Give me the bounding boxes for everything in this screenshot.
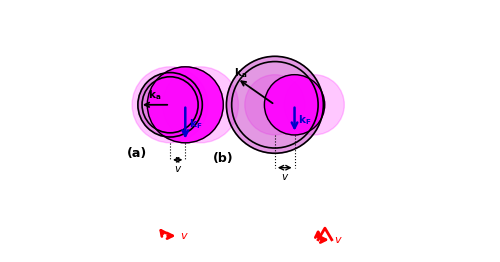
Text: $\mathbf{k_F}$: $\mathbf{k_F}$ (188, 117, 202, 131)
Text: $v$: $v$ (334, 235, 342, 245)
Text: $v$: $v$ (280, 172, 289, 182)
Circle shape (264, 75, 324, 135)
Text: (b): (b) (214, 152, 234, 165)
Text: (a): (a) (127, 147, 147, 160)
Text: $\mathbf{k_a}$: $\mathbf{k_a}$ (148, 88, 161, 102)
Circle shape (264, 75, 324, 135)
Circle shape (148, 67, 224, 143)
Circle shape (148, 67, 224, 143)
Circle shape (226, 56, 324, 153)
Text: $\mathbf{k_a}$: $\mathbf{k_a}$ (234, 66, 247, 80)
Circle shape (162, 67, 238, 143)
Circle shape (132, 67, 208, 143)
Text: $\mathbf{k_F}$: $\mathbf{k_F}$ (298, 113, 311, 127)
Circle shape (284, 75, 344, 135)
Text: $v$: $v$ (174, 164, 182, 174)
Circle shape (138, 73, 202, 137)
Text: $v$: $v$ (180, 231, 189, 241)
Circle shape (245, 75, 305, 135)
